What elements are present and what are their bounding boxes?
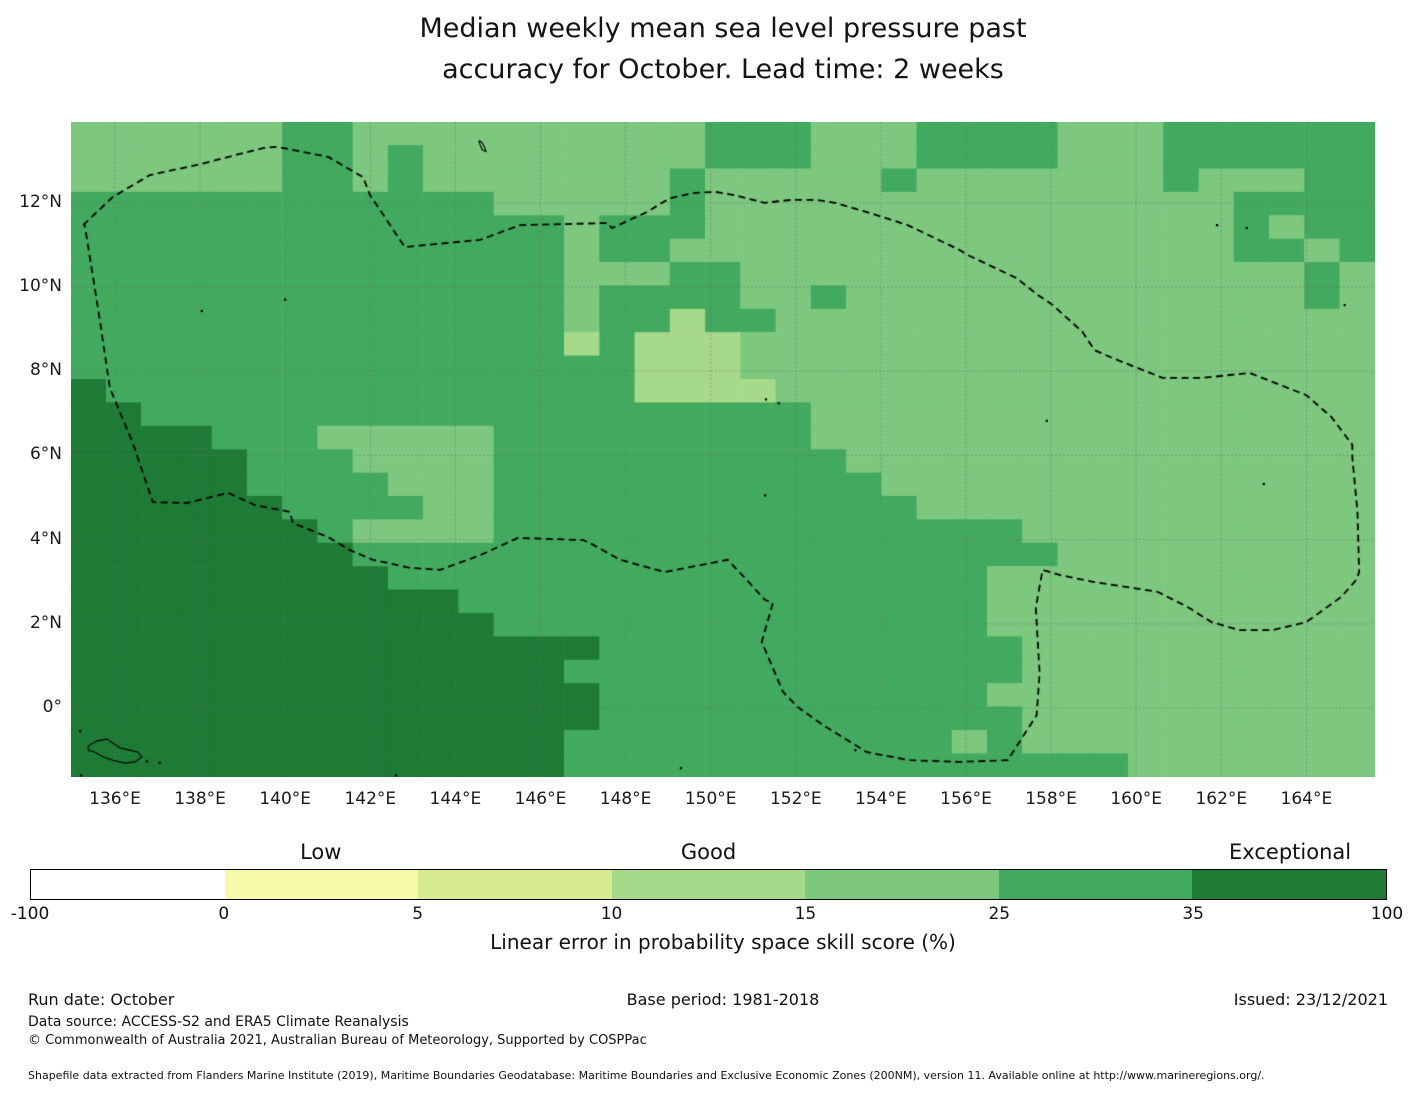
x-tick-label: 144°E xyxy=(429,789,482,809)
y-tick-label: 2°N xyxy=(29,612,62,633)
colorbar-segment xyxy=(31,870,225,899)
x-tick-label: 140°E xyxy=(259,789,312,809)
y-tick-label: 4°N xyxy=(29,528,62,549)
chart-title-line1: Median weekly mean sea level pressure pa… xyxy=(419,13,1027,44)
colorbar-category-label: Good xyxy=(680,840,737,864)
x-tick-label: 146°E xyxy=(514,789,567,809)
x-tick-label: 156°E xyxy=(940,789,992,809)
x-tick-label: 136°E xyxy=(89,789,141,809)
chart-title: Median weekly mean sea level pressure pa… xyxy=(71,8,1375,90)
colorbar-segment xyxy=(998,870,1193,899)
x-tick-label: 138°E xyxy=(174,789,226,809)
colorbar-axis-label: Linear error in probability space skill … xyxy=(490,930,956,954)
data-source-text: Data source: ACCESS-S2 and ERA5 Climate … xyxy=(28,1014,409,1030)
issued-text: Issued: 23/12/2021 xyxy=(1233,990,1388,1009)
y-tick-label: 10°N xyxy=(19,276,62,296)
colorbar-tick-label: 10 xyxy=(600,904,623,924)
colorbar-category-label: Exceptional xyxy=(1229,840,1352,864)
colorbar-tick-label: 5 xyxy=(412,904,424,924)
y-tick-label: 6°N xyxy=(29,444,62,465)
colorbar-tick-label: 35 xyxy=(1182,904,1204,924)
colorbar-segment xyxy=(611,870,806,899)
base-period-text: Base period: 1981-2018 xyxy=(626,990,820,1009)
x-tick-label: 160°E xyxy=(1110,789,1163,809)
colorbar-tick-label: 0 xyxy=(218,904,230,924)
y-tick-label: 8°N xyxy=(29,360,62,381)
colorbar-tick-label: 25 xyxy=(988,904,1011,924)
x-tick-label: 152°E xyxy=(769,789,822,809)
x-tick-label: 154°E xyxy=(855,789,907,809)
x-tick-label: 164°E xyxy=(1280,789,1333,809)
colorbar-segment xyxy=(418,870,612,899)
colorbar-segment xyxy=(1192,870,1387,899)
colorbar-segment xyxy=(805,870,999,899)
shapefile-text: Shapefile data extracted from Flanders M… xyxy=(28,1069,1265,1082)
y-tick-label: 0° xyxy=(42,697,62,717)
colorbar-tick-label: -100 xyxy=(10,904,50,924)
copyright-text: © Commonwealth of Australia 2021, Austra… xyxy=(28,1033,647,1048)
map-canvas xyxy=(71,122,1375,777)
run-date-text: Run date: October xyxy=(28,990,175,1009)
colorbar-tick-label: 100 xyxy=(1370,904,1404,924)
x-tick-label: 142°E xyxy=(344,789,397,809)
x-tick-label: 150°E xyxy=(684,789,737,809)
chart-title-line2: accuracy for October. Lead time: 2 weeks xyxy=(442,54,1004,85)
colorbar-tick-label: 15 xyxy=(794,904,817,924)
x-tick-label: 162°E xyxy=(1195,789,1248,809)
colorbar-category-label: Low xyxy=(300,840,342,864)
y-tick-label: 12°N xyxy=(19,191,62,212)
colorbar-segment xyxy=(224,870,419,899)
x-tick-label: 158°E xyxy=(1025,789,1077,809)
x-tick-label: 148°E xyxy=(599,789,652,809)
colorbar xyxy=(30,869,1387,900)
